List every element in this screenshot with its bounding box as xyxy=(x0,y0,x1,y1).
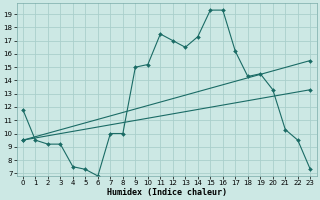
X-axis label: Humidex (Indice chaleur): Humidex (Indice chaleur) xyxy=(107,188,227,197)
